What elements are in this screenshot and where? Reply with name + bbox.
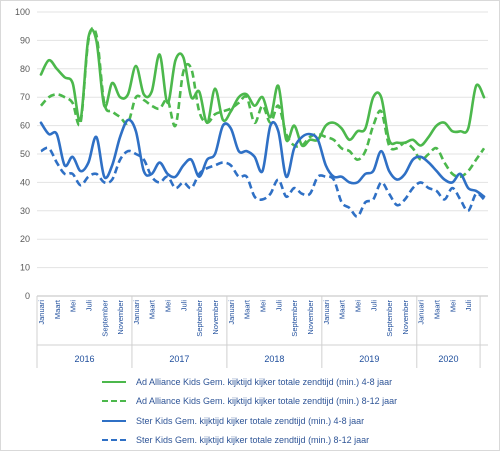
x-tick-label: September (195, 299, 204, 336)
year-label: 2018 (264, 354, 284, 364)
x-tick-label: Juli (274, 300, 283, 312)
y-axis-ticks: 0 10 20 30 40 50 60 70 80 90 100 (15, 7, 30, 301)
series-lines (39, 26, 486, 218)
y-tick-label: 50 (20, 149, 30, 159)
x-tick-label: Maart (148, 299, 157, 319)
x-tick-label: Mei (69, 300, 78, 312)
x-axis: Januari Maart Mei Juli September November 2016… (36, 296, 488, 368)
y-tick-label: 100 (15, 7, 30, 17)
x-tick-label: Januari (37, 300, 46, 325)
x-tick-label: November (401, 300, 410, 335)
line-chart: 0 10 20 30 40 50 60 70 80 90 100 Januari Maart Mei Ju… (15, 7, 488, 368)
year-label: 2020 (438, 354, 458, 364)
y-tick-label: 90 (20, 35, 30, 45)
year-label: 2016 (74, 354, 94, 364)
x-tick-label: Januari (322, 300, 331, 325)
x-tick-label: November (306, 300, 315, 335)
x-tick-label: Mei (259, 300, 268, 312)
y-tick-label: 70 (20, 92, 30, 102)
series-line-1 (39, 28, 486, 148)
x-tick-label: Maart (243, 299, 252, 319)
legend-swatch (102, 380, 126, 383)
legend: Ad Alliance Kids Gem. kijktijd kijker to… (102, 372, 397, 450)
x-tick-label: September (100, 299, 109, 336)
x-tick-label: Januari (132, 300, 141, 325)
x-tick-label: Mei (353, 300, 362, 312)
x-tick-label: Mei (448, 300, 457, 312)
x-tick-label: Mei (164, 300, 173, 312)
y-tick-label: 20 (20, 234, 30, 244)
x-tick-label: Januari (227, 300, 236, 325)
x-tick-label: September (385, 299, 394, 336)
legend-item-4: Ster Kids Gem. kijktijd kijker totale ze… (102, 431, 397, 451)
x-tick-label: Juli (84, 300, 93, 312)
x-tick-label: Maart (338, 299, 347, 319)
legend-label: Ad Alliance Kids Gem. kijktijd kijker to… (136, 396, 398, 407)
legend-swatch (102, 400, 126, 403)
x-tick-label: Maart (53, 299, 62, 319)
legend-item-1: Ad Alliance Kids Gem. kijktijd kijker to… (102, 372, 397, 392)
x-tick-label: November (116, 300, 125, 335)
gridlines (37, 11, 488, 297)
legend-label: Ad Alliance Kids Gem. kijktijd kijker to… (136, 376, 393, 387)
legend-swatch (102, 419, 126, 422)
year-label: 2017 (169, 354, 189, 364)
legend-label: Ster Kids Gem. kijktijd kijker totale ze… (136, 415, 365, 426)
x-tick-label: Juli (369, 300, 378, 312)
y-tick-label: 0 (25, 291, 30, 301)
x-tick-label: Juli (464, 300, 473, 312)
x-tick-label: September (290, 299, 299, 336)
y-tick-label: 10 (20, 263, 30, 273)
x-tick-label: November (211, 300, 220, 335)
year-label: 2019 (359, 354, 379, 364)
y-tick-label: 40 (20, 177, 30, 187)
y-tick-label: 80 (20, 64, 30, 74)
x-tick-label: Juli (179, 300, 188, 312)
series-line-4 (40, 146, 485, 218)
x-tick-label: Januari (417, 300, 426, 325)
y-tick-label: 30 (20, 206, 30, 216)
legend-item-3: Ster Kids Gem. kijktijd kijker totale ze… (102, 411, 397, 431)
y-tick-label: 60 (20, 121, 30, 131)
series-line-2 (39, 26, 486, 179)
legend-label: Ster Kids Gem. kijktijd kijker totale ze… (136, 435, 370, 446)
x-tick-label: Maart (433, 299, 442, 319)
legend-item-2: Ad Alliance Kids Gem. kijktijd kijker to… (102, 392, 397, 412)
series-line-3 (39, 118, 486, 198)
legend-swatch (102, 439, 126, 442)
